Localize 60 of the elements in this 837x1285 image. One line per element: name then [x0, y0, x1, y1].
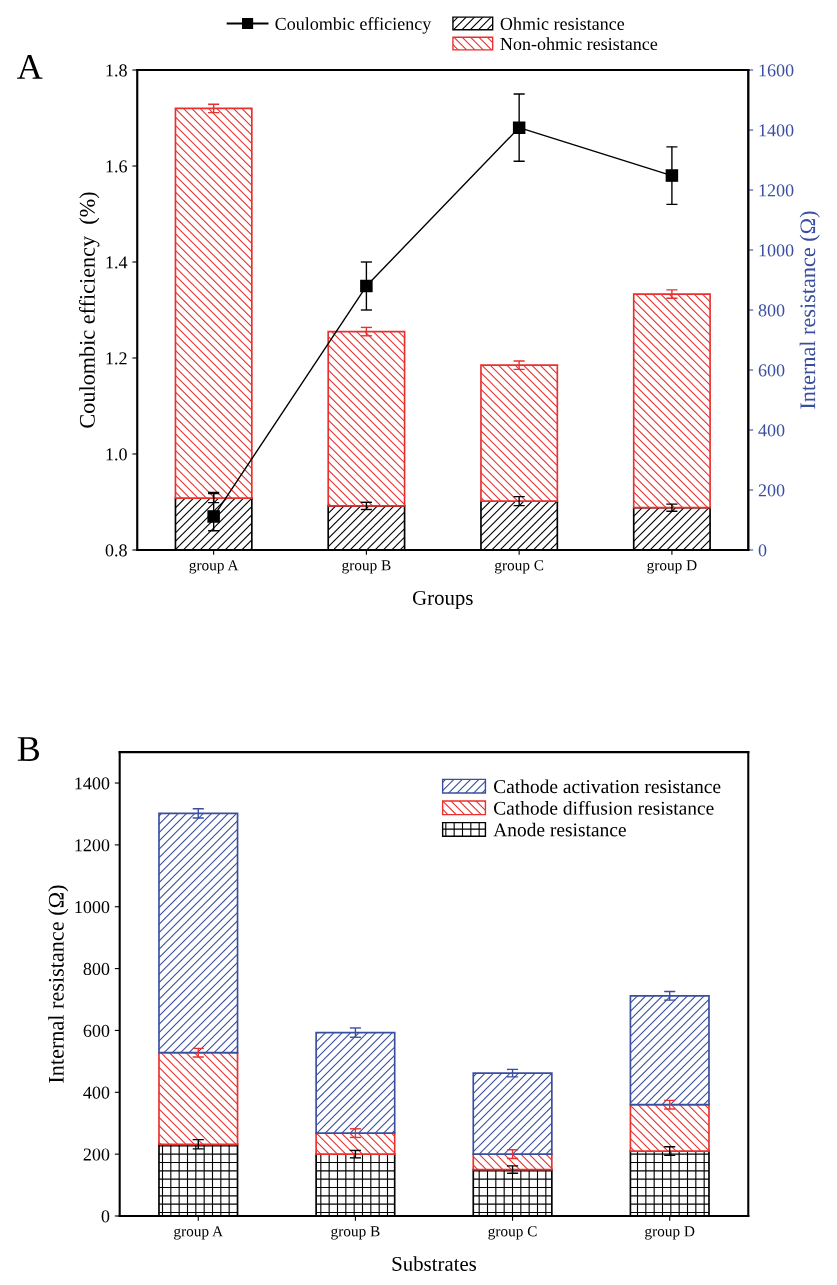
bar: [629, 1103, 710, 1152]
y2-tick-label: 1000: [759, 244, 794, 257]
x-axis-title: Substrates: [392, 1256, 477, 1271]
legend-label: Non-ohmic resistance: [500, 37, 658, 51]
y-tick-label: 600: [83, 1024, 110, 1037]
bar: [315, 1031, 396, 1134]
bar: [315, 1132, 396, 1155]
text: B: [17, 737, 40, 761]
y2-axis-title: Internal resistance (Ω): [799, 211, 820, 409]
point: [665, 169, 679, 182]
x-tick-label: group C: [488, 1226, 537, 1240]
y-tick-label: 800: [83, 962, 110, 976]
y-axis-title: Coulombic efficiency (%): [78, 192, 100, 428]
x-tick-label: group B: [342, 560, 391, 574]
y-tick-label: 1.2: [106, 352, 127, 365]
point: [512, 121, 526, 134]
y-tick-label: 1.4: [106, 256, 128, 269]
x-tick-label: group D: [645, 1226, 695, 1240]
x-axis-title: Groups: [412, 590, 473, 610]
bar: [629, 994, 710, 1106]
legend-label: Cathode diffusion resistance: [494, 800, 714, 815]
bar: [632, 293, 711, 509]
legend-label: Cathode activation resistance: [494, 779, 721, 794]
y2-tick-label: 400: [758, 424, 785, 437]
bar: [472, 1072, 553, 1155]
text: A: [17, 54, 43, 79]
legend-label: Coulombic efficiency: [275, 17, 432, 34]
y-tick-label: 1200: [75, 839, 110, 852]
x-tick-label: group D: [647, 560, 697, 574]
y2-tick-label: 1400: [759, 124, 794, 137]
x-tick-label: group B: [331, 1226, 380, 1240]
y-axis-title: Internal resistance (Ω): [48, 885, 69, 1083]
bar: [472, 1153, 553, 1171]
y-tick-label: 1.6: [106, 160, 128, 173]
y-tick-label: 400: [83, 1086, 110, 1099]
bar: [327, 330, 406, 507]
point: [360, 279, 373, 293]
y-tick-label: 0: [101, 1210, 110, 1223]
y-tick-label: 0.8: [105, 544, 127, 557]
legend-label: Anode resistance: [493, 822, 626, 837]
bar: [174, 107, 253, 499]
bar: [158, 812, 239, 1054]
y-tick-label: 1400: [75, 777, 110, 790]
bar: [158, 1051, 239, 1146]
y-tick-label: 200: [83, 1148, 110, 1161]
y2-tick-label: 600: [758, 364, 785, 377]
y2-tick-label: 1600: [759, 64, 794, 77]
y2-tick-label: 1200: [759, 184, 794, 197]
y-tick-label: 1.8: [106, 64, 127, 77]
point: [207, 510, 220, 523]
y-tick-label: 1000: [75, 901, 110, 914]
bar: [480, 364, 559, 502]
y2-tick-label: 0: [758, 544, 767, 557]
y-tick-label: 1.0: [106, 448, 127, 461]
x-tick-label: group A: [189, 560, 239, 574]
x-tick-label: group C: [494, 560, 544, 574]
y2-tick-label: 800: [758, 304, 785, 317]
legend-label: Ohmic resistance: [500, 17, 625, 30]
y2-tick-label: 200: [758, 484, 785, 497]
x-tick-label: group A: [174, 1226, 223, 1240]
